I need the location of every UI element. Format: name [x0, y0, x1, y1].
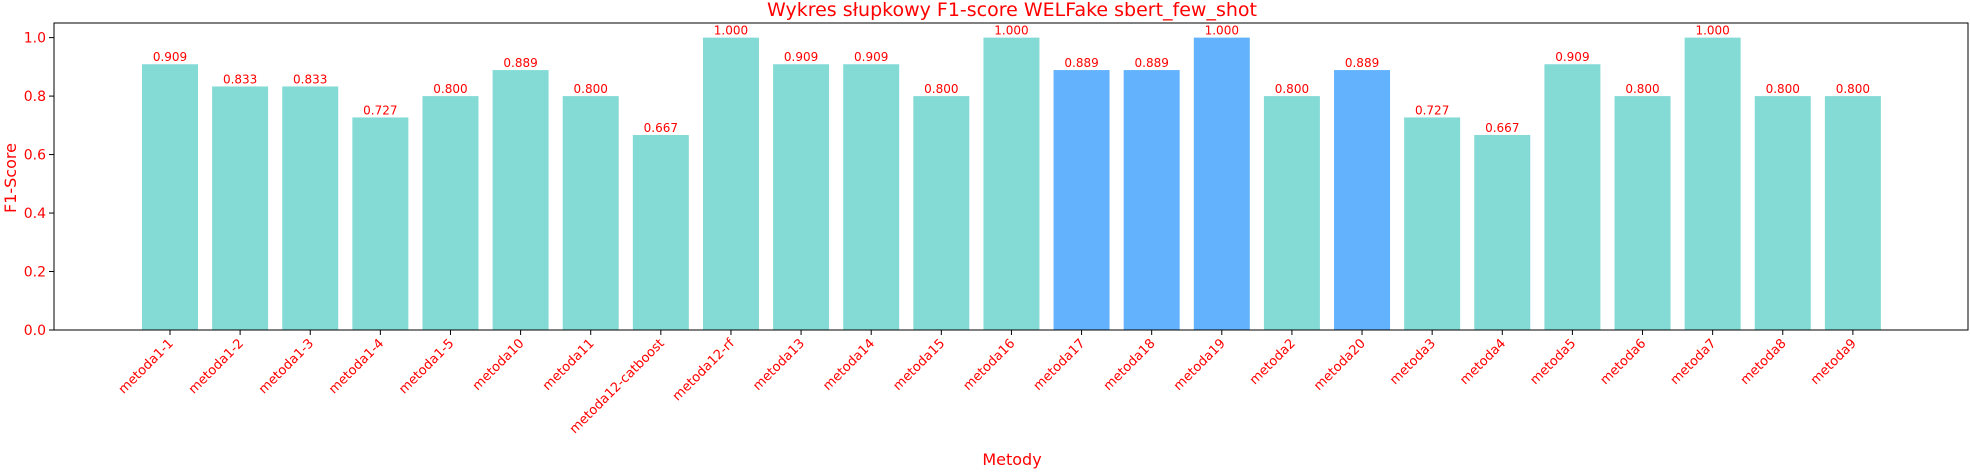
- value-label-metoda7: 1.000: [1695, 24, 1729, 38]
- x-tick-label-metoda15: metoda15: [891, 336, 949, 394]
- bar-metoda6: [1614, 96, 1671, 330]
- y-tick-label-0.6: 0.6: [24, 148, 46, 164]
- y-tick-label-0.0: 0.0: [24, 323, 46, 339]
- bar-metoda5: [1544, 64, 1601, 330]
- x-tick-label-metoda8: metoda8: [1738, 336, 1790, 388]
- x-tick-label-metoda3: metoda3: [1387, 336, 1439, 388]
- x-tick-label-metoda13: metoda13: [750, 336, 808, 394]
- value-label-metoda3: 0.727: [1415, 103, 1449, 117]
- value-label-metoda2: 0.800: [1275, 82, 1309, 96]
- x-tick-label-metoda19: metoda19: [1171, 336, 1229, 394]
- value-label-metoda5: 0.909: [1555, 50, 1589, 64]
- x-tick-label-metoda17: metoda17: [1031, 336, 1089, 394]
- value-label-metoda1-3: 0.833: [293, 72, 327, 86]
- x-tick-label-metoda18: metoda18: [1101, 336, 1159, 394]
- x-tick-label-metoda16: metoda16: [961, 336, 1019, 394]
- bar-metoda14: [843, 64, 900, 330]
- bar-metoda1-3: [282, 86, 339, 330]
- value-label-metoda6: 0.800: [1625, 82, 1659, 96]
- y-tick-label-0.2: 0.2: [24, 265, 46, 281]
- value-label-metoda9: 0.800: [1836, 82, 1870, 96]
- bar-metoda11: [562, 96, 619, 330]
- x-tick-label-metoda6: metoda6: [1598, 336, 1650, 388]
- bar-metoda12-rf: [702, 37, 759, 331]
- value-label-metoda8: 0.800: [1766, 82, 1800, 96]
- x-tick-label-metoda12-rf: metoda12-rf: [670, 336, 738, 404]
- bar-metoda10: [492, 70, 549, 330]
- bar-metoda9: [1824, 96, 1881, 330]
- x-tick-label-metoda7: metoda7: [1668, 336, 1720, 388]
- value-label-metoda12-catboost: 0.667: [644, 121, 678, 135]
- y-axis-label: F1-Score: [1, 143, 20, 213]
- x-axis-label: Metody: [982, 450, 1041, 469]
- bar-metoda12-catboost: [632, 134, 689, 330]
- y-tick-label-0.8: 0.8: [24, 89, 46, 105]
- value-label-metoda13: 0.909: [784, 50, 818, 64]
- bar-metoda17: [1053, 70, 1110, 330]
- bar-metoda18: [1123, 70, 1180, 330]
- value-label-metoda1-5: 0.800: [433, 82, 467, 96]
- value-label-metoda1-2: 0.833: [223, 72, 257, 86]
- x-tick-label-metoda11: metoda11: [540, 336, 598, 394]
- bar-metoda13: [773, 64, 830, 330]
- bar-metoda15: [913, 96, 970, 330]
- plot-area: 0.909 metoda1-1 0.833 metoda1-2 0.833 metoda1…: [24, 22, 1969, 437]
- bar-metoda20: [1334, 70, 1391, 330]
- x-tick-label-metoda1-5: metoda1-5: [396, 336, 457, 397]
- bar-metoda16: [983, 37, 1040, 331]
- x-tick-label-metoda5: metoda5: [1527, 336, 1579, 388]
- x-tick-label-metoda2: metoda2: [1247, 336, 1299, 388]
- bar-metoda7: [1684, 37, 1741, 331]
- value-label-metoda4: 0.667: [1485, 121, 1519, 135]
- y-tick-label-1.0: 1.0: [24, 31, 46, 47]
- bar-metoda19: [1193, 37, 1250, 331]
- x-tick-label-metoda1-2: metoda1-2: [186, 336, 247, 397]
- axes-frame: [53, 22, 1969, 331]
- value-label-metoda14: 0.909: [854, 50, 888, 64]
- value-label-metoda15: 0.800: [924, 82, 958, 96]
- bar-metoda1-4: [352, 117, 409, 330]
- bar-metoda1-5: [422, 96, 479, 330]
- y-tick-label-0.4: 0.4: [24, 206, 46, 222]
- bar-metoda1-2: [212, 86, 269, 330]
- x-tick-label-metoda14: metoda14: [820, 336, 878, 394]
- bar-metoda3: [1404, 117, 1461, 330]
- bar-metoda8: [1754, 96, 1811, 330]
- value-label-metoda10: 0.889: [503, 56, 537, 70]
- x-tick-label-metoda1-1: metoda1-1: [116, 336, 177, 397]
- x-tick-label-metoda1-4: metoda1-4: [326, 336, 387, 397]
- x-tick-label-metoda20: metoda20: [1311, 336, 1369, 394]
- value-label-metoda12-rf: 1.000: [714, 24, 748, 38]
- x-tick-label-metoda10: metoda10: [470, 336, 528, 394]
- value-label-metoda1-1: 0.909: [153, 50, 187, 64]
- bar-metoda2: [1263, 96, 1320, 330]
- value-label-metoda17: 0.889: [1064, 56, 1098, 70]
- value-label-metoda1-4: 0.727: [363, 103, 397, 117]
- value-label-metoda18: 0.889: [1135, 56, 1169, 70]
- value-label-metoda20: 0.889: [1345, 56, 1379, 70]
- value-label-metoda11: 0.800: [574, 82, 608, 96]
- value-label-metoda16: 1.000: [994, 24, 1028, 38]
- bar-metoda1-1: [142, 64, 198, 330]
- bar-metoda4: [1474, 134, 1531, 330]
- chart-title: Wykres słupkowy F1-score WELFake sbert_f…: [767, 0, 1257, 21]
- x-tick-label-metoda1-3: metoda1-3: [256, 336, 317, 397]
- x-tick-label-metoda4: metoda4: [1457, 336, 1509, 388]
- x-tick-label-metoda9: metoda9: [1808, 336, 1860, 388]
- value-label-metoda19: 1.000: [1205, 24, 1239, 38]
